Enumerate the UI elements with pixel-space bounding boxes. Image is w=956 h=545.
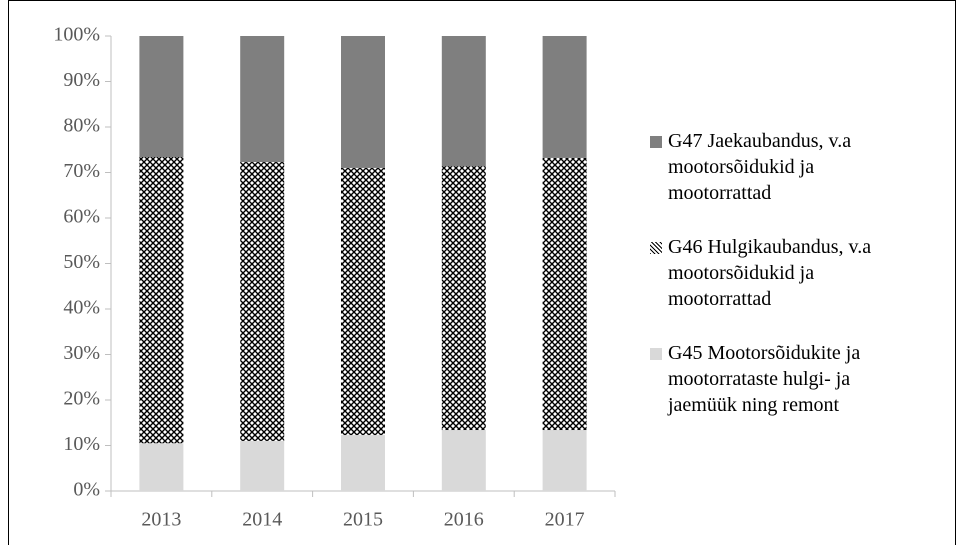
bar-segment	[441, 166, 486, 431]
y-tick-label: 80%	[63, 115, 100, 137]
legend-label: G46 Hulgikaubandus, v.a mootorsõidukid j…	[668, 236, 872, 310]
bar-segment	[542, 430, 587, 491]
bar-segment	[341, 167, 385, 436]
y-tick-label: 40%	[63, 297, 100, 319]
legend: G47 Jaekaubandus, v.a mootorsõidukid ja …	[650, 128, 910, 446]
y-tick-label: 90%	[63, 69, 100, 91]
bar-segment	[139, 157, 184, 444]
bar-segment	[139, 443, 184, 491]
x-tick-label: 2015	[343, 509, 383, 531]
y-tick-label: 70%	[63, 160, 100, 182]
y-tick-label: 10%	[63, 433, 100, 455]
x-tick-label: 2013	[141, 509, 181, 531]
y-tick-label: 60%	[63, 206, 100, 228]
bar-segment	[441, 430, 486, 491]
bar-segment	[240, 36, 285, 163]
bar-segment	[240, 162, 285, 441]
bar-segment	[341, 435, 385, 491]
y-tick-label: 20%	[63, 388, 100, 410]
bar-segment	[341, 36, 385, 168]
legend-label: G45 Mootorsõidukite ja mootorrataste hul…	[668, 342, 861, 416]
legend-swatch	[650, 242, 662, 254]
x-tick-label: 2016	[444, 509, 484, 531]
bar-segment	[139, 36, 184, 158]
bar-segment	[542, 36, 587, 158]
y-tick-label: 30%	[63, 342, 100, 364]
legend-entry: G45 Mootorsõidukite ja mootorrataste hul…	[650, 340, 910, 418]
legend-swatch	[650, 136, 662, 148]
bar-segment	[441, 36, 486, 167]
legend-label: G47 Jaekaubandus, v.a mootorsõidukid ja …	[668, 130, 852, 204]
y-tick-label: 50%	[63, 251, 100, 273]
x-tick-label: 2017	[545, 509, 585, 531]
y-tick-label: 100%	[53, 24, 100, 46]
bar-segment	[240, 440, 285, 491]
legend-entry: G47 Jaekaubandus, v.a mootorsõidukid ja …	[650, 128, 910, 206]
y-tick-label: 0%	[73, 479, 100, 501]
legend-entry: G46 Hulgikaubandus, v.a mootorsõidukid j…	[650, 234, 910, 312]
bar-segment	[542, 157, 587, 431]
x-tick-label: 2014	[242, 509, 282, 531]
legend-swatch	[650, 348, 662, 360]
